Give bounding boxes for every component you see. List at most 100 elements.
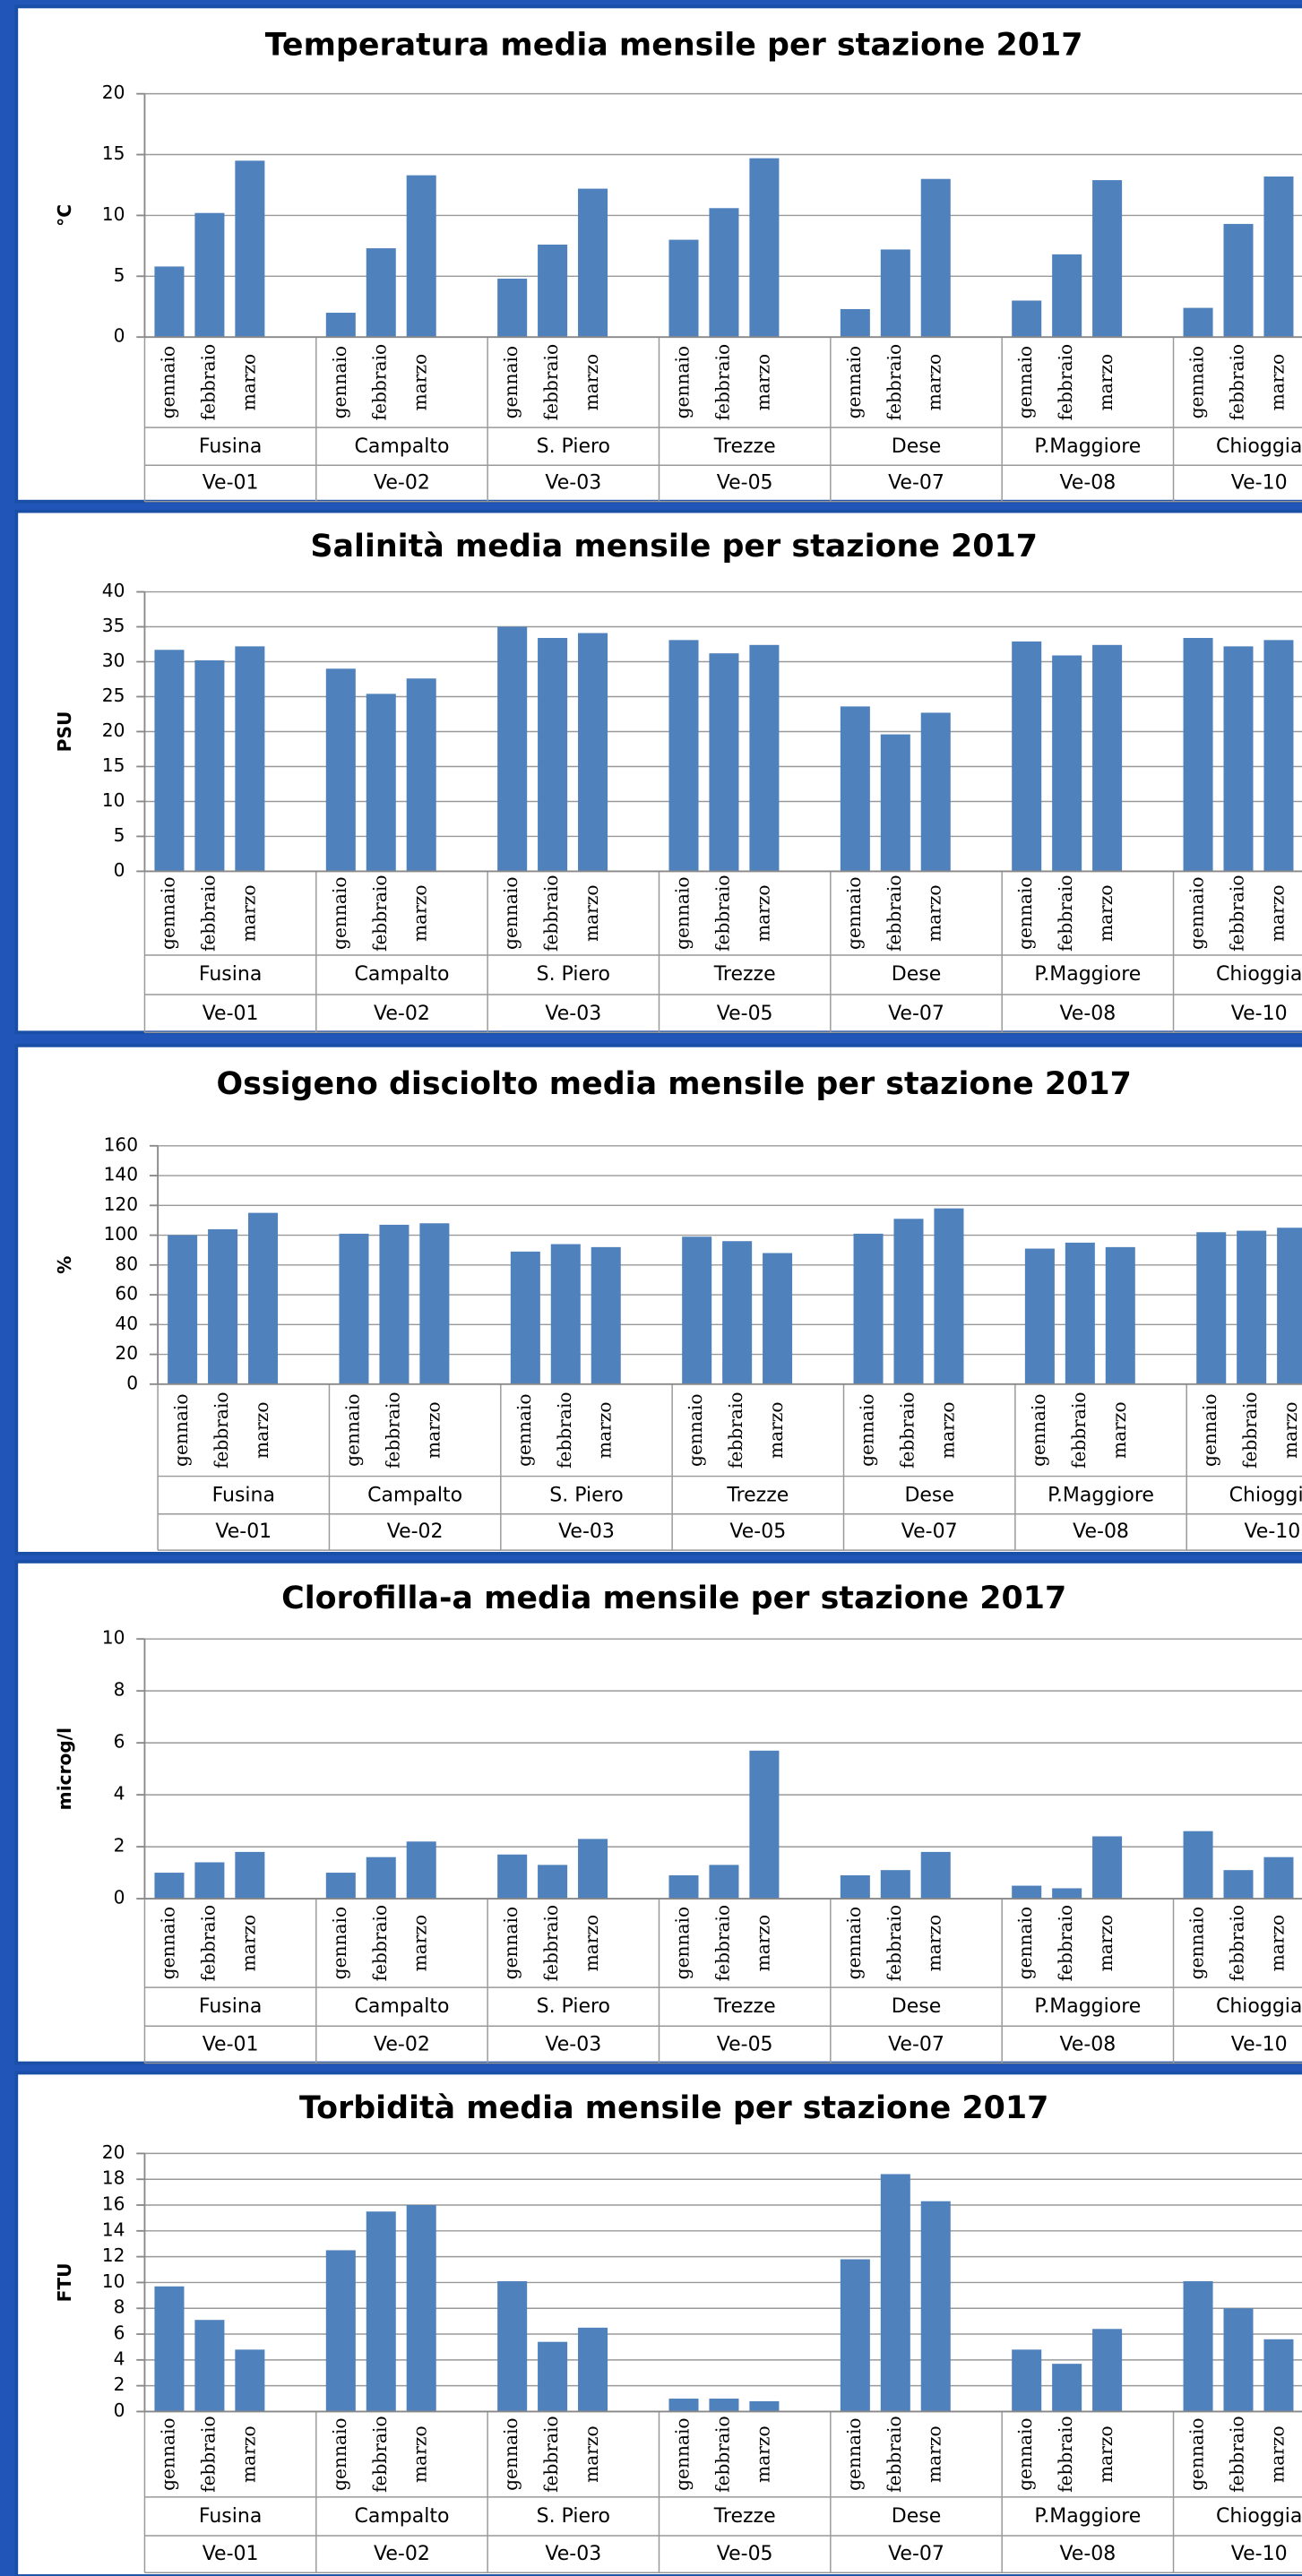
station-label: Dese	[904, 1485, 953, 1507]
station-label: Trezze	[713, 963, 776, 986]
y-axis-label: PSU	[54, 711, 75, 753]
y-tick-label: 0	[114, 2399, 125, 2421]
station-label: Campalto	[355, 2505, 450, 2528]
y-tick-label: 14	[102, 2218, 125, 2240]
station-label: Campalto	[355, 1995, 450, 2018]
station-label: Dese	[892, 435, 941, 458]
bar	[235, 2349, 265, 2412]
station-label: Chioggia	[1216, 435, 1302, 458]
month-label: gennaio	[1186, 2417, 1208, 2490]
bar	[709, 653, 739, 872]
bar	[1012, 1885, 1042, 1900]
bar	[853, 1233, 884, 1384]
bar	[1052, 254, 1082, 338]
month-label: marzo	[1095, 1915, 1117, 1972]
bar	[194, 659, 225, 872]
code-label: Ve-01	[203, 2543, 259, 2565]
bar	[880, 1870, 910, 1900]
month-label: febbraio	[211, 1391, 232, 1468]
month-label: febbraio	[711, 344, 733, 421]
month-label: gennaio	[157, 1907, 178, 1979]
month-label: febbraio	[197, 874, 219, 952]
month-label: gennaio	[170, 1393, 192, 1466]
bar	[497, 1854, 528, 1900]
month-label: febbraio	[884, 874, 905, 952]
month-label: febbraio	[711, 874, 733, 952]
month-label: gennaio	[843, 876, 865, 949]
month-label: febbraio	[711, 2416, 733, 2493]
bar	[1065, 1242, 1095, 1384]
month-label: marzo	[581, 884, 602, 942]
station-label: Dese	[892, 1995, 941, 2018]
code-label: Ve-03	[545, 1003, 601, 1025]
code-label: Ve-10	[1231, 2033, 1288, 2055]
bar	[1183, 1831, 1213, 1900]
station-label: Trezze	[713, 1995, 776, 2018]
month-label: febbraio	[540, 344, 562, 421]
station-label: Campalto	[355, 435, 450, 458]
code-label: Ve-08	[1059, 471, 1116, 494]
bar	[406, 2205, 436, 2412]
month-label: gennaio	[672, 2417, 694, 2490]
bar	[154, 1873, 185, 1900]
chart-title: Temperatura media mensile per stazione 2…	[265, 27, 1083, 63]
y-tick-label: 20	[102, 719, 125, 741]
month-label: marzo	[752, 884, 773, 942]
bar	[840, 308, 870, 338]
month-label: febbraio	[1227, 2416, 1248, 2493]
y-tick-label: 10	[102, 789, 125, 811]
month-label: marzo	[594, 1401, 616, 1459]
month-label: gennaio	[1199, 1393, 1220, 1466]
code-label: Ve-08	[1059, 2543, 1116, 2565]
bar	[880, 249, 910, 338]
month-label: gennaio	[1014, 876, 1036, 949]
bar	[154, 650, 185, 872]
month-label: febbraio	[884, 1905, 905, 1982]
y-axis-label: microg/l	[54, 1727, 75, 1810]
month-label: marzo	[581, 2425, 602, 2483]
bar	[840, 1874, 870, 1900]
month-label: febbraio	[725, 1391, 746, 1468]
bar	[722, 1241, 753, 1384]
chart-title: Salinità media mensile per stazione 2017	[310, 529, 1038, 564]
station-label: Trezze	[726, 1485, 789, 1507]
month-label: marzo	[752, 2425, 773, 2483]
bar	[1092, 644, 1123, 872]
code-label: Ve-07	[888, 471, 944, 494]
bar	[1223, 2308, 1254, 2412]
y-tick-label: 6	[114, 1731, 125, 1753]
y-tick-label: 10	[102, 203, 125, 225]
bar	[840, 2259, 870, 2412]
month-label: febbraio	[711, 1905, 733, 1982]
month-label: gennaio	[1186, 346, 1208, 418]
code-label: Ve-05	[717, 2543, 773, 2565]
month-label: marzo	[924, 884, 945, 942]
bar	[208, 1228, 238, 1384]
y-tick-label: 20	[102, 82, 125, 103]
month-label: marzo	[1095, 354, 1117, 411]
month-label: febbraio	[1055, 2416, 1076, 2493]
code-label: Ve-03	[545, 2033, 601, 2055]
code-label: Ve-08	[1059, 1003, 1116, 1025]
bar	[366, 1857, 396, 1900]
bar	[1183, 2280, 1213, 2412]
bar	[668, 640, 699, 872]
code-label: Ve-03	[545, 2543, 601, 2565]
month-label: marzo	[1095, 884, 1117, 942]
y-tick-label: 5	[114, 824, 125, 846]
bar	[406, 1841, 436, 1900]
bar	[194, 2320, 225, 2412]
bar	[1223, 646, 1254, 872]
code-label: Ve-07	[888, 2033, 944, 2055]
month-label: gennaio	[329, 876, 350, 949]
month-label: febbraio	[369, 1905, 391, 1982]
code-label: Ve-10	[1231, 471, 1288, 494]
station-label: Fusina	[199, 435, 262, 458]
chart-title: Clorofilla-a media mensile per stazione …	[281, 1581, 1066, 1616]
y-tick-label: 20	[102, 2141, 125, 2163]
bar	[682, 1236, 712, 1384]
month-label: febbraio	[540, 1905, 562, 1982]
bar	[1052, 2364, 1082, 2412]
month-label: marzo	[581, 354, 602, 411]
month-label: marzo	[410, 354, 431, 411]
